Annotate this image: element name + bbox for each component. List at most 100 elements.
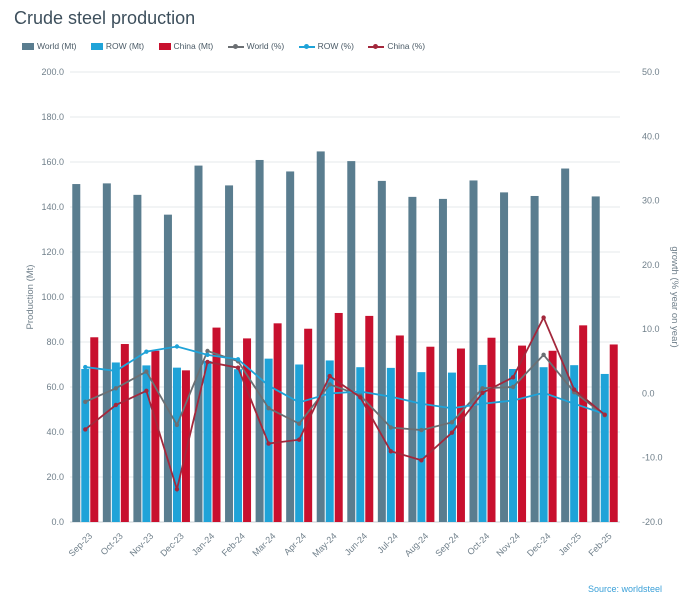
bar-china-mt bbox=[548, 350, 557, 522]
bar-world-mt bbox=[408, 196, 417, 522]
line-world bbox=[84, 349, 606, 431]
bar-row-mt bbox=[172, 367, 181, 522]
point-row bbox=[571, 401, 577, 406]
y-left-tick-label: 160.0 bbox=[41, 157, 64, 167]
y-right-tick-label: 50.0 bbox=[642, 67, 660, 77]
chart-title: Crude steel production bbox=[14, 8, 196, 28]
x-tick-label: Dec-24 bbox=[525, 531, 553, 559]
x-tick-label: Aug-24 bbox=[403, 531, 431, 559]
legend-label-china-pct: China (%) bbox=[387, 40, 426, 51]
bar-world-mt bbox=[316, 151, 325, 523]
legend-label-row-mt: ROW (Mt) bbox=[105, 40, 145, 51]
bar-row-mt bbox=[325, 360, 334, 522]
bar-world-mt bbox=[163, 214, 172, 522]
point-world bbox=[205, 348, 210, 354]
bar-world-mt bbox=[438, 198, 447, 522]
point-world bbox=[480, 386, 485, 391]
x-tick-label: Oct-24 bbox=[465, 531, 491, 557]
bar-world-mt bbox=[194, 165, 203, 522]
bar-row-mt bbox=[295, 364, 304, 522]
bar-world-mt bbox=[133, 194, 142, 522]
point-world bbox=[541, 352, 546, 358]
legend-line-china-pct bbox=[368, 43, 385, 50]
legend-label-world-mt: World (Mt) bbox=[37, 40, 77, 51]
point-china bbox=[388, 449, 394, 454]
bar-row-mt bbox=[386, 367, 395, 522]
bar-row-mt bbox=[447, 372, 456, 522]
point-china bbox=[358, 395, 363, 400]
legend-item-china-mt[interactable]: China (Mt) bbox=[158, 40, 214, 51]
x-tick-label: Jan-25 bbox=[557, 531, 584, 558]
x-tick-label: Nov-24 bbox=[494, 531, 522, 559]
point-china bbox=[266, 441, 271, 446]
point-china bbox=[235, 365, 241, 370]
y-left-tick-label: 0.0 bbox=[51, 517, 64, 527]
legend: World (Mt) ROW (Mt) China (Mt) World (%)… bbox=[22, 40, 437, 51]
bar-world-mt bbox=[286, 171, 295, 522]
x-tick-label: Sep-24 bbox=[433, 531, 461, 559]
point-row bbox=[419, 401, 424, 406]
y-left-tick-label: 40.0 bbox=[46, 427, 64, 437]
legend-line-row-pct bbox=[298, 43, 315, 50]
bar-row-mt bbox=[234, 369, 243, 522]
point-china bbox=[205, 359, 210, 365]
source-note: Source: worldsteel bbox=[587, 584, 662, 594]
y-left-tick-label: 20.0 bbox=[46, 472, 64, 482]
legend-label-china-mt: China (Mt) bbox=[173, 40, 214, 51]
bar-world-mt bbox=[102, 183, 111, 522]
x-tick-label: Oct-23 bbox=[99, 531, 125, 557]
legend-swatch-world-mt bbox=[22, 43, 34, 50]
legend-swatch-china-mt bbox=[158, 43, 171, 50]
y-left-tick-label: 180.0 bbox=[41, 112, 64, 122]
bar-row-mt bbox=[264, 358, 273, 522]
y-right-tick-label: -10.0 bbox=[642, 453, 663, 463]
x-tick-label: May-24 bbox=[310, 531, 338, 559]
bar-china-mt bbox=[120, 344, 129, 522]
point-world bbox=[327, 382, 332, 387]
point-china bbox=[480, 390, 485, 395]
bar-row-mt bbox=[570, 365, 579, 522]
bar-row-mt bbox=[509, 369, 518, 522]
bar-row-mt bbox=[203, 360, 212, 522]
point-world bbox=[174, 422, 180, 428]
bar-china-mt bbox=[456, 348, 465, 522]
x-tick-label: Nov-23 bbox=[128, 531, 156, 559]
point-row bbox=[113, 368, 119, 374]
point-row bbox=[296, 400, 302, 405]
point-china bbox=[510, 375, 516, 380]
point-row bbox=[174, 344, 180, 349]
bar-row-mt bbox=[142, 365, 151, 522]
bar-china-mt bbox=[243, 338, 252, 522]
line-row bbox=[85, 345, 606, 415]
bar-row-mt bbox=[81, 369, 90, 522]
bar-china-mt bbox=[609, 344, 618, 522]
legend-item-row-mt[interactable]: ROW (Mt) bbox=[90, 40, 145, 51]
point-row bbox=[235, 357, 241, 362]
point-world bbox=[113, 386, 119, 391]
point-china bbox=[449, 430, 455, 435]
legend-item-china-pct[interactable]: China (%) bbox=[368, 41, 425, 51]
x-tick-label: Dec-23 bbox=[158, 531, 186, 559]
legend-item-world-mt[interactable]: World (Mt) bbox=[22, 41, 77, 51]
legend-item-world-pct[interactable]: World (%) bbox=[227, 41, 284, 51]
bar-china-mt bbox=[518, 345, 527, 522]
bar-china-mt bbox=[212, 327, 221, 522]
y-left-tick-label: 60.0 bbox=[46, 382, 64, 392]
point-row bbox=[388, 394, 394, 399]
y-right-tick-label: 40.0 bbox=[642, 131, 660, 141]
x-tick-label: Apr-24 bbox=[282, 531, 308, 557]
point-china bbox=[541, 315, 546, 320]
y-left-tick-label: 120.0 bbox=[41, 247, 64, 257]
point-world bbox=[449, 420, 455, 425]
point-row bbox=[205, 352, 210, 358]
x-tick-label: Mar-24 bbox=[250, 531, 277, 558]
point-china bbox=[144, 388, 149, 394]
legend-item-row-pct[interactable]: ROW (%) bbox=[298, 40, 354, 51]
legend-label-row-pct: ROW (%) bbox=[317, 40, 354, 51]
bar-china-mt bbox=[90, 337, 99, 522]
point-row bbox=[83, 364, 88, 370]
point-china bbox=[296, 437, 302, 442]
point-row bbox=[266, 383, 271, 388]
bar-china-mt bbox=[304, 328, 313, 522]
point-row bbox=[480, 401, 485, 406]
